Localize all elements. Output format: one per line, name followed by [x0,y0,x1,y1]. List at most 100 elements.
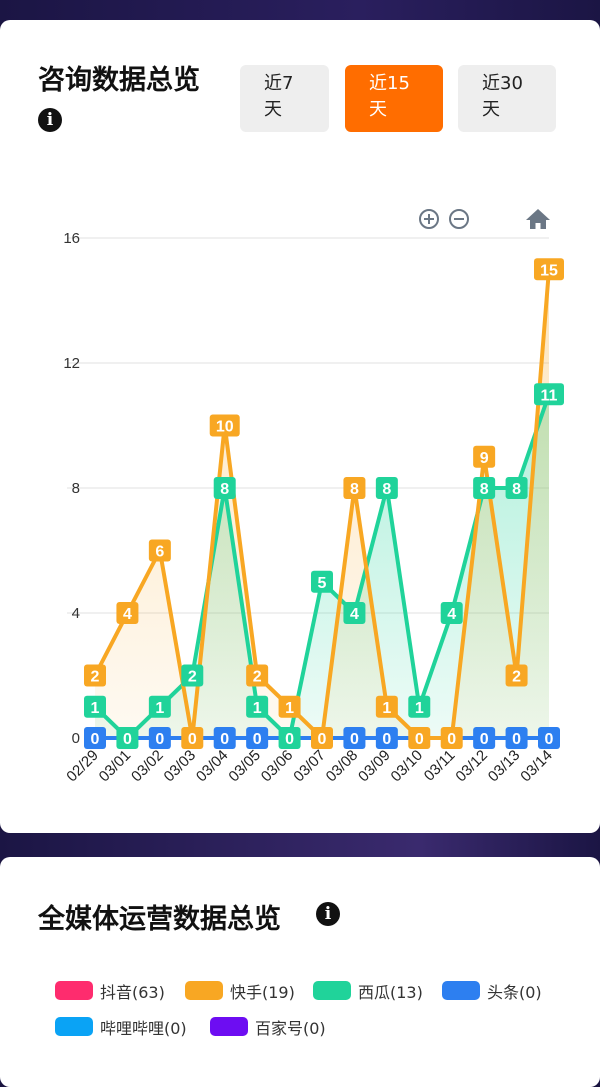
data-label-text: 4 [123,606,132,623]
x-tick-label: 03/02 [128,747,167,786]
data-label-box [84,727,106,749]
legend-label: 百家号(0) [255,1019,326,1038]
data-label: 0 [538,727,560,749]
data-label-text: 1 [155,700,164,717]
zoom-out-icon[interactable] [449,209,469,229]
data-label-text: 0 [512,731,521,748]
data-label-box [375,477,398,499]
data-label-text: 0 [155,731,164,748]
legend-label: 抖音(63) [100,983,165,1002]
data-label-text: 0 [285,731,294,748]
data-label-text: 0 [545,731,554,748]
data-label-text: 0 [188,731,197,748]
zoom-in-icon[interactable] [419,209,439,229]
x-tick-label: 03/13 [485,747,524,786]
data-label-box [473,477,496,499]
data-label-text: 0 [382,731,391,748]
y-tick-label: 4 [72,605,80,622]
legend-swatch [55,981,93,1000]
data-label-text: 1 [415,700,424,717]
data-label: 8 [375,477,398,499]
data-label-box [213,477,236,499]
data-label-box [375,727,398,749]
data-label-text: 8 [480,481,489,498]
data-label-text: 4 [447,606,456,623]
data-label: 0 [246,727,269,749]
x-tick-label: 02/29 [63,747,102,786]
data-label-box [278,695,301,718]
y-tick-label: 12 [63,355,80,372]
data-label-box [440,727,463,749]
data-label: 1 [375,695,398,718]
data-label: 0 [181,727,204,749]
data-label: 0 [473,727,496,749]
data-label: 2 [181,664,204,687]
info-icon[interactable]: i [316,902,340,926]
data-label: 0 [343,727,366,749]
data-label-box [408,695,431,718]
data-label: 4 [116,602,139,624]
data-label: 2 [505,664,528,687]
data-label-box [148,695,171,718]
data-label-text: 2 [253,669,262,686]
data-label-box [148,727,171,749]
data-label-text: 5 [318,575,327,592]
data-label: 0 [84,727,106,749]
x-tick-label: 03/14 [517,747,556,786]
background-top [0,0,600,22]
data-label-text: 0 [350,731,359,748]
x-tick-label: 03/08 [323,747,362,786]
data-label-box [213,727,236,749]
data-label-text: 9 [480,450,489,467]
y-tick-label: 8 [72,480,80,497]
data-label: 4 [343,602,366,624]
legend-swatch [55,1017,93,1036]
x-tick-label: 03/01 [96,747,135,786]
range-button-7-days[interactable]: 近7 天 [240,65,329,132]
data-label-text: 1 [382,700,391,717]
data-label-box [148,539,171,562]
legend-label: 头条(0) [487,983,542,1002]
y-tick-label: 16 [63,230,80,247]
home-icon[interactable] [526,209,550,229]
kuaishou-area [95,269,549,738]
data-label-text: 0 [318,731,327,748]
x-tick-label: 03/06 [258,747,297,786]
data-label-text: 1 [253,700,262,717]
legend-swatch [210,1017,248,1036]
data-label-text: 1 [285,700,294,717]
data-label-text: 2 [91,669,100,686]
data-label: 0 [278,727,301,749]
data-label-box [84,664,106,687]
consult-title: 咨询数据总览 [38,65,200,96]
legend-swatch [442,981,480,1000]
data-label-text: 8 [512,481,521,498]
info-icon[interactable]: i [38,108,62,132]
data-label-text: 0 [220,731,229,748]
data-label-box [505,727,528,749]
data-label-text: 10 [216,419,234,436]
x-tick-label: 03/03 [161,747,200,786]
legend-label: 快手(19) [230,983,295,1002]
media-card [0,857,600,1087]
data-label-text: 0 [91,731,100,748]
legend-swatch [185,981,223,1000]
range-button-30-days[interactable]: 近30 天 [458,65,556,132]
data-label-text: 6 [155,544,164,561]
data-label-box [408,727,431,749]
data-label: 0 [440,727,463,749]
data-label: 2 [84,664,106,687]
data-label-box [534,258,564,281]
data-label-box [473,445,496,468]
x-tick-label: 03/12 [452,747,491,786]
range-button-15-days[interactable]: 近15 天 [345,65,443,132]
x-tick-label: 03/04 [193,747,232,786]
data-label-text: 0 [415,731,424,748]
data-label-text: 2 [512,669,521,686]
data-label: 0 [213,727,236,749]
data-label-box [116,602,139,624]
legend-label: 哔哩哔哩(0) [100,1019,187,1038]
data-label: 1 [408,695,431,718]
data-label-box [209,414,240,437]
